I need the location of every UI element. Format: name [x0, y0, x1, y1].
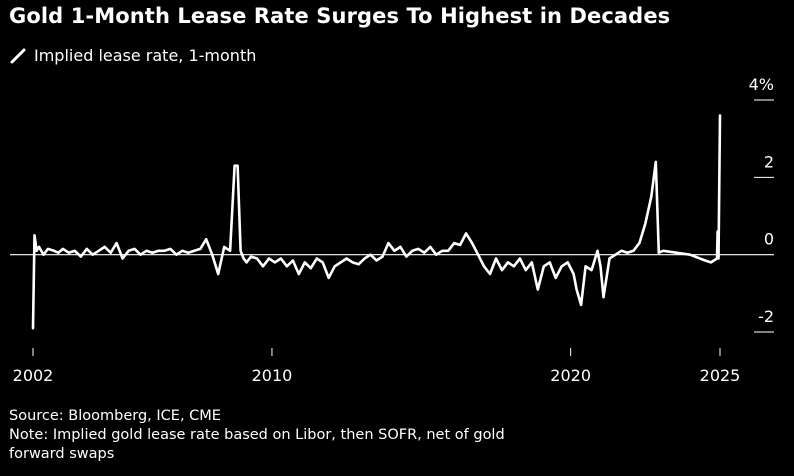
- x-tick-label: 2010: [252, 366, 293, 385]
- series-line-lease-rate: [31, 114, 722, 330]
- legend-label: Implied lease rate, 1-month: [34, 46, 257, 65]
- y-gridlines: [10, 99, 774, 333]
- y-tick-label: 4%: [749, 75, 774, 94]
- chart-title: Gold 1-Month Lease Rate Surges To Highes…: [9, 4, 671, 28]
- y-axis: -2 0 2 4%: [749, 75, 774, 326]
- series-group: [31, 114, 722, 330]
- y-tick-label: 0: [764, 230, 774, 249]
- legend-line-icon: [10, 48, 26, 63]
- x-axis: 2002 2010 2020 2025: [13, 348, 741, 385]
- y-tick-label: 2: [764, 152, 774, 171]
- x-tick-label: 2020: [550, 366, 591, 385]
- legend: Implied lease rate, 1-month: [10, 46, 256, 65]
- methodology-note: Note: Implied gold lease rate based on L…: [9, 427, 505, 443]
- footer: Source: Bloomberg, ICE, CME Note: Implie…: [9, 407, 505, 464]
- y-tick-label: -2: [758, 307, 774, 326]
- methodology-note-cont: forward swaps: [9, 446, 115, 462]
- x-tick-label: 2002: [13, 366, 54, 385]
- x-tick-label: 2025: [700, 366, 741, 385]
- source-note: Source: Bloomberg, ICE, CME: [9, 408, 221, 424]
